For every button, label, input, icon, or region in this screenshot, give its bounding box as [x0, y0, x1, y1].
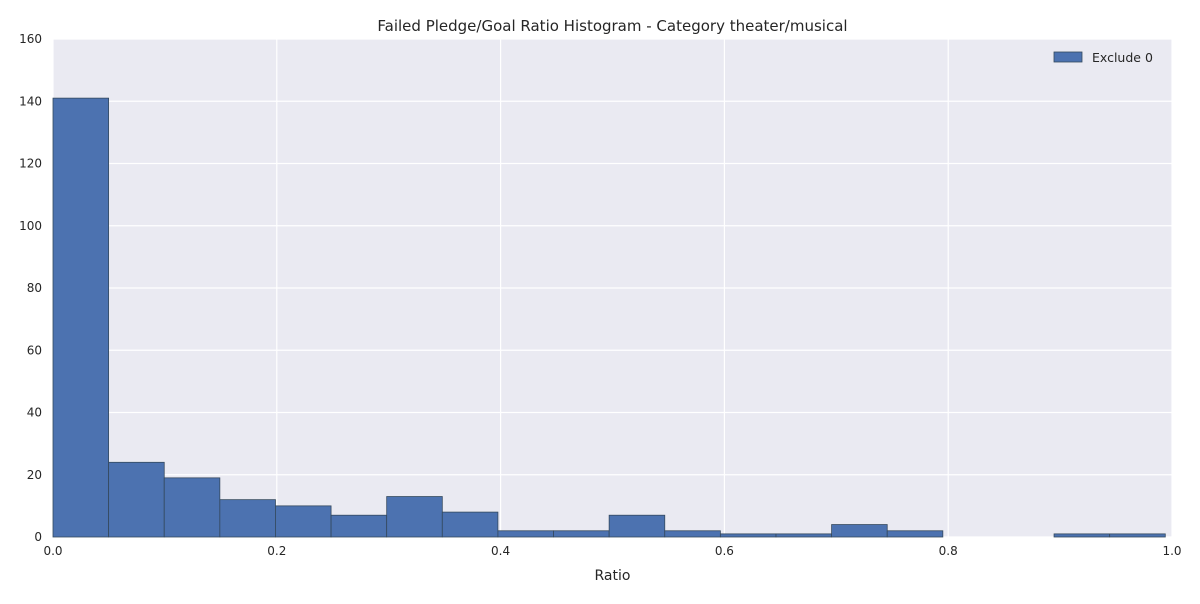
histogram-bar [831, 524, 888, 538]
legend-label: Exclude 0 [1092, 50, 1153, 65]
x-axis-ticks: 0.0 0.2 0.4 0.6 0.8 1.0 [43, 544, 1181, 558]
y-tick-label: 40 [27, 406, 42, 420]
histogram-bar [886, 530, 944, 538]
y-tick-label: 60 [27, 343, 42, 357]
y-tick-label: 120 [19, 157, 42, 171]
y-tick-label: 0 [34, 530, 42, 544]
histogram-bar [1109, 533, 1166, 538]
y-tick-label: 160 [19, 32, 42, 46]
histogram-bar [163, 477, 221, 538]
y-tick-label: 100 [19, 219, 42, 233]
histogram-bar [108, 461, 165, 538]
histogram-bar [719, 533, 777, 538]
x-tick-label: 0.6 [715, 544, 734, 558]
chart-title: Failed Pledge/Goal Ratio Histogram - Cat… [377, 17, 847, 35]
y-tick-label: 80 [27, 281, 42, 295]
histogram-bar [497, 530, 554, 538]
legend-swatch [1053, 51, 1083, 63]
grid-lines [52, 38, 1173, 538]
histogram-bars [52, 97, 1166, 538]
histogram-bar [553, 530, 610, 538]
x-tick-label: 0.8 [939, 544, 958, 558]
x-tick-label: 0.2 [267, 544, 286, 558]
x-tick-label: 0.0 [43, 544, 62, 558]
y-tick-label: 140 [19, 94, 42, 108]
y-axis-ticks: 0 20 40 60 80 100 120 140 160 [19, 32, 42, 544]
histogram-bar [1053, 533, 1111, 538]
x-tick-label: 1.0 [1162, 544, 1181, 558]
histogram-bar [441, 511, 499, 538]
legend: Exclude 0 [1053, 50, 1153, 65]
x-tick-label: 0.4 [491, 544, 510, 558]
x-axis-label: Ratio [595, 568, 631, 584]
histogram-bar [608, 514, 666, 538]
histogram-bar [664, 530, 721, 538]
histogram-bar [386, 496, 443, 538]
histogram-bar [219, 499, 276, 538]
histogram-bar [52, 97, 110, 538]
histogram-bar [330, 514, 388, 538]
y-tick-label: 20 [27, 468, 42, 482]
histogram-bar [275, 505, 332, 538]
histogram-bar [775, 533, 833, 538]
